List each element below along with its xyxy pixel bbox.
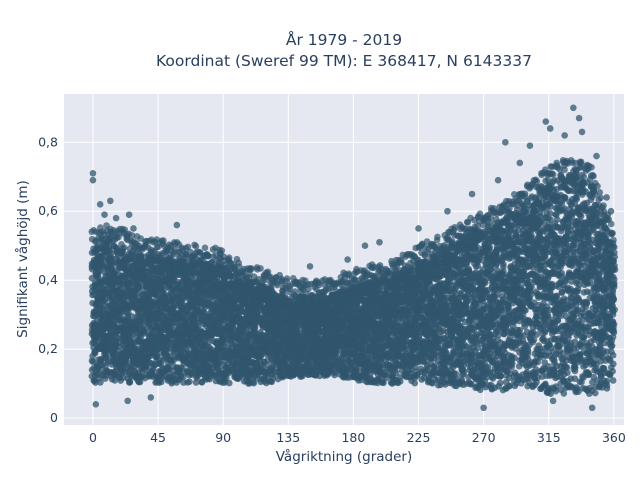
data-point [107,249,115,257]
data-point [128,232,136,239]
data-point [201,244,209,252]
chart-title-line-1: År 1979 - 2019 [286,30,402,49]
data-point [120,244,128,252]
data-point [108,255,115,262]
data-point [108,259,115,267]
data-point [91,348,98,356]
data-point [257,265,264,272]
data-point [226,379,233,387]
data-point [186,378,193,386]
chart-title-line-2: Koordinat (Sweref 99 TM): E 368417, N 61… [156,52,532,70]
data-point [100,297,108,304]
data-points [88,104,619,412]
data-point [128,313,136,320]
data-point [126,377,133,385]
data-point [286,282,293,290]
data-point [97,379,104,386]
data-point [160,237,167,244]
